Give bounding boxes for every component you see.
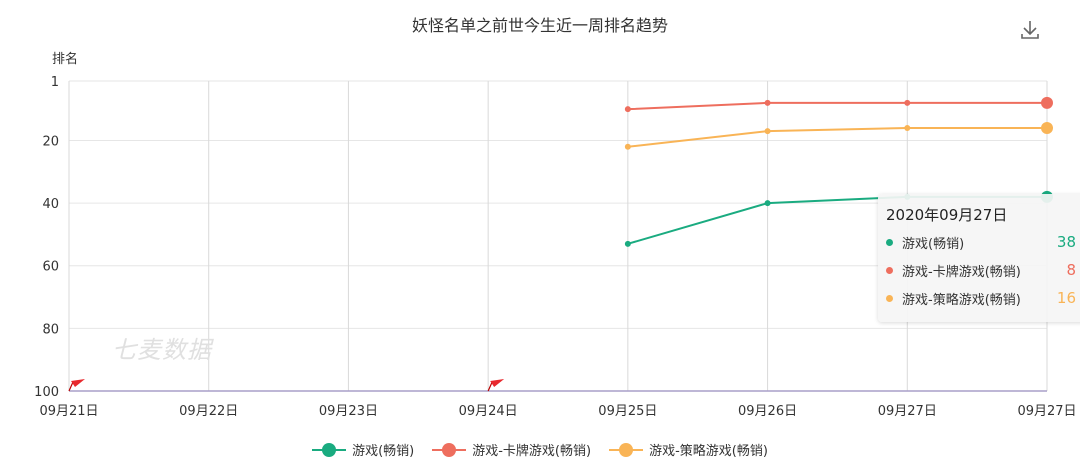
flag-pole <box>68 381 74 392</box>
legend-swatch <box>432 442 467 457</box>
x-tick-label: 09月25日 <box>598 404 657 419</box>
x-tick-label: 09月27日 <box>878 404 937 419</box>
legend-item-total[interactable]: 游戏(畅销) <box>312 440 414 459</box>
tooltip-series-name: 游戏(畅销) <box>902 236 965 252</box>
y-tick-label: 100 <box>34 385 59 400</box>
data-point <box>764 99 771 106</box>
legend-label: 游戏-策略游戏(畅销) <box>649 444 768 459</box>
data-point <box>764 128 771 135</box>
x-tick-label: 09月21日 <box>39 404 98 419</box>
flag-icon <box>71 379 85 387</box>
watermark: 七麦数据 <box>112 336 212 364</box>
legend-label: 游戏-卡牌游戏(畅销) <box>472 444 592 459</box>
x-tick-label: 09月26日 <box>738 404 797 419</box>
data-point <box>1041 121 1053 134</box>
tooltip-row: 游戏-策略游戏(畅销) 16 <box>886 288 1076 308</box>
y-tick-label: 20 <box>42 134 59 149</box>
data-point <box>624 106 631 113</box>
data-point <box>624 143 631 150</box>
x-tick-label: 09月27日 <box>1017 404 1076 419</box>
tooltip-bullet <box>886 266 893 274</box>
legend-swatch <box>312 442 347 457</box>
data-point <box>764 200 771 207</box>
x-tick-label: 09月22日 <box>179 404 238 419</box>
legend-label: 游戏(畅销) <box>352 444 415 459</box>
tooltip-row: 游戏-卡牌游戏(畅销) 8 <box>886 260 1076 280</box>
tooltip-date: 2020年09月27日 <box>886 206 1008 224</box>
legend-item-strategy[interactable]: 游戏-策略游戏(畅销) <box>609 440 768 459</box>
series-line <box>627 101 1047 111</box>
legend-swatch <box>609 442 644 457</box>
flag-icon <box>490 379 505 387</box>
download-icon[interactable] <box>1018 18 1042 42</box>
legend: 游戏(畅销) 游戏-卡牌游戏(畅销) 游戏-策略游戏(畅销) <box>0 440 1080 459</box>
y-tick-label: 80 <box>42 322 59 337</box>
tooltip-value: 16 <box>1056 289 1076 307</box>
y-tick-label: 40 <box>42 197 59 212</box>
tooltip-value: 8 <box>1066 261 1076 279</box>
tooltip-row: 游戏(畅销) 38 <box>886 232 1076 252</box>
y-tick-label: 60 <box>42 260 59 275</box>
data-point <box>904 124 911 131</box>
tooltip-series-name: 游戏-策略游戏(畅销) <box>902 292 1021 308</box>
flag-pole <box>487 381 493 392</box>
data-point <box>624 240 631 247</box>
y-tick-label: 1 <box>51 75 59 90</box>
tooltip-bullet <box>886 294 893 302</box>
tooltip: 2020年09月27日 游戏(畅销) 38 游戏-卡牌游戏(畅销) 8 游戏-策… <box>878 194 1080 322</box>
data-point <box>1041 96 1053 109</box>
legend-item-card[interactable]: 游戏-卡牌游戏(畅销) <box>432 440 591 459</box>
data-point <box>904 99 911 106</box>
series-line <box>627 126 1047 148</box>
tooltip-value: 38 <box>1056 233 1076 251</box>
tooltip-bullet <box>886 238 893 246</box>
tooltip-series-name: 游戏-卡牌游戏(畅销) <box>902 264 1021 280</box>
x-tick-label: 09月24日 <box>459 404 518 419</box>
x-tick-label: 09月23日 <box>319 404 378 419</box>
chart-title: 妖怪名单之前世今生近一周排名趋势 <box>411 16 668 35</box>
y-axis-title: 排名 <box>52 52 79 67</box>
